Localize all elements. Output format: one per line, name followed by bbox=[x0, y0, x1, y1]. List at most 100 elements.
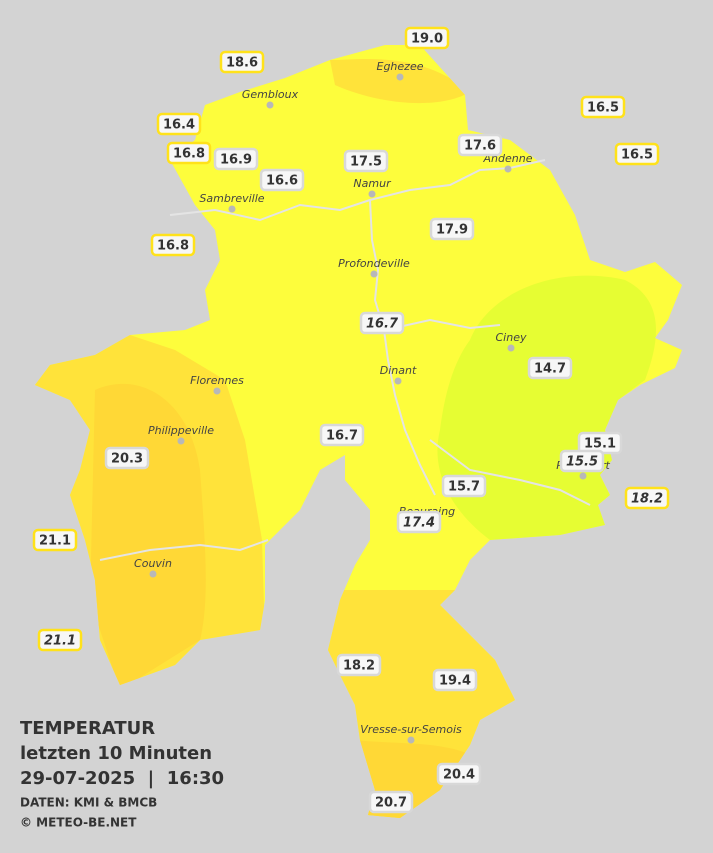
reading-value: 16.7 bbox=[326, 429, 358, 444]
reading-box bbox=[32, 528, 78, 552]
reading: 18.2 bbox=[336, 653, 382, 677]
reading: 14.7 bbox=[527, 356, 573, 380]
reading: 17.9 bbox=[429, 217, 475, 241]
reading: 15.1 bbox=[577, 431, 623, 455]
city-dot bbox=[394, 377, 402, 385]
city-dot bbox=[396, 73, 404, 81]
reading-value: 18.2 bbox=[631, 492, 663, 507]
city-label: Namur bbox=[353, 177, 392, 190]
city-label: Gembloux bbox=[242, 88, 299, 101]
reading-box bbox=[432, 668, 478, 692]
reading: 16.9 bbox=[213, 147, 259, 171]
city-label: Florennes bbox=[190, 374, 244, 387]
reading-box bbox=[436, 762, 482, 786]
city-label: Dinant bbox=[380, 364, 417, 377]
reading-value: 18.2 bbox=[343, 659, 375, 674]
reading-box bbox=[580, 95, 626, 119]
reading-box bbox=[368, 790, 414, 814]
city-dot bbox=[507, 344, 515, 352]
reading: 18.6 bbox=[219, 50, 265, 74]
reading-box bbox=[104, 446, 150, 470]
reading: 16.7 bbox=[319, 423, 365, 447]
city-label: Sambreville bbox=[199, 192, 264, 205]
reading-value: 15.7 bbox=[448, 480, 480, 495]
city-dot bbox=[177, 437, 185, 445]
reading: 18.2 bbox=[624, 486, 670, 510]
reading: 16.7 bbox=[359, 311, 405, 335]
reading-box bbox=[396, 510, 442, 534]
legend-subtitle: letzten 10 Minuten bbox=[20, 743, 212, 764]
city-dot bbox=[149, 570, 157, 578]
reading-value: 17.6 bbox=[464, 139, 496, 154]
reading: 21.1 bbox=[32, 528, 78, 552]
reading-value: 20.4 bbox=[443, 768, 475, 783]
reading: 21.1 bbox=[37, 628, 83, 652]
reading-box bbox=[527, 356, 573, 380]
reading: 19.4 bbox=[432, 668, 478, 692]
reading: 16.5 bbox=[614, 142, 660, 166]
reading: 17.5 bbox=[343, 149, 389, 173]
warm-zone bbox=[330, 58, 470, 104]
reading-value: 19.4 bbox=[439, 674, 471, 689]
reading-box bbox=[441, 474, 487, 498]
city-dot bbox=[266, 101, 274, 109]
reading: 16.8 bbox=[166, 141, 212, 165]
rivers bbox=[99, 159, 591, 561]
reading: 15.5 bbox=[559, 449, 605, 473]
reading-value: 16.5 bbox=[621, 148, 653, 163]
reading-box bbox=[156, 112, 202, 136]
reading-value: 17.9 bbox=[436, 223, 468, 238]
reading-value: 16.8 bbox=[157, 239, 189, 254]
reading: 19.0 bbox=[404, 26, 450, 50]
reading: 20.3 bbox=[104, 446, 150, 470]
legend-copyright: © METEO-BE.NET bbox=[20, 816, 137, 830]
reading: 17.6 bbox=[457, 133, 503, 157]
reading-box bbox=[429, 217, 475, 241]
reading-value: 20.3 bbox=[111, 452, 143, 467]
reading-value: 15.1 bbox=[584, 437, 616, 452]
reading: 16.8 bbox=[150, 233, 196, 257]
reading-value: 14.7 bbox=[534, 362, 566, 377]
reading-box bbox=[343, 149, 389, 173]
reading: 20.7 bbox=[368, 790, 414, 814]
reading-box bbox=[37, 628, 83, 652]
reading-box bbox=[559, 449, 605, 473]
reading-value: 21.1 bbox=[44, 634, 76, 649]
legend-title: TEMPERATUR bbox=[20, 718, 155, 739]
reading-value: 15.5 bbox=[566, 455, 598, 470]
reading-value: 17.5 bbox=[350, 155, 382, 170]
city-label: Profondeville bbox=[338, 257, 410, 270]
reading-box bbox=[457, 133, 503, 157]
reading-value: 16.4 bbox=[163, 118, 195, 133]
reading-value: 18.6 bbox=[226, 56, 258, 71]
reading: 20.4 bbox=[436, 762, 482, 786]
reading-box bbox=[319, 423, 365, 447]
city-label: Philippeville bbox=[148, 424, 214, 437]
reading: 16.5 bbox=[580, 95, 626, 119]
city-label: Eghezee bbox=[377, 60, 424, 73]
reading-value: 17.4 bbox=[403, 516, 435, 531]
reading-box bbox=[624, 486, 670, 510]
reading-value: 21.1 bbox=[39, 534, 71, 549]
reading-box bbox=[404, 26, 450, 50]
reading-value: 16.8 bbox=[173, 147, 205, 162]
reading: 16.6 bbox=[259, 168, 305, 192]
reading-box bbox=[359, 311, 405, 335]
reading-value: 16.6 bbox=[266, 174, 298, 189]
reading-box bbox=[213, 147, 259, 171]
reading-box bbox=[219, 50, 265, 74]
reading-box bbox=[150, 233, 196, 257]
city-dot bbox=[368, 190, 376, 198]
reading-value: 16.9 bbox=[220, 153, 252, 168]
reading-box bbox=[259, 168, 305, 192]
city-dot bbox=[579, 472, 587, 480]
reading: 17.4 bbox=[396, 510, 442, 534]
reading-value: 16.5 bbox=[587, 101, 619, 116]
reading: 15.7 bbox=[441, 474, 487, 498]
reading-box bbox=[336, 653, 382, 677]
reading-value: 16.7 bbox=[366, 317, 399, 332]
reading-box bbox=[614, 142, 660, 166]
reading-box bbox=[166, 141, 212, 165]
reading-value: 20.7 bbox=[375, 796, 407, 811]
